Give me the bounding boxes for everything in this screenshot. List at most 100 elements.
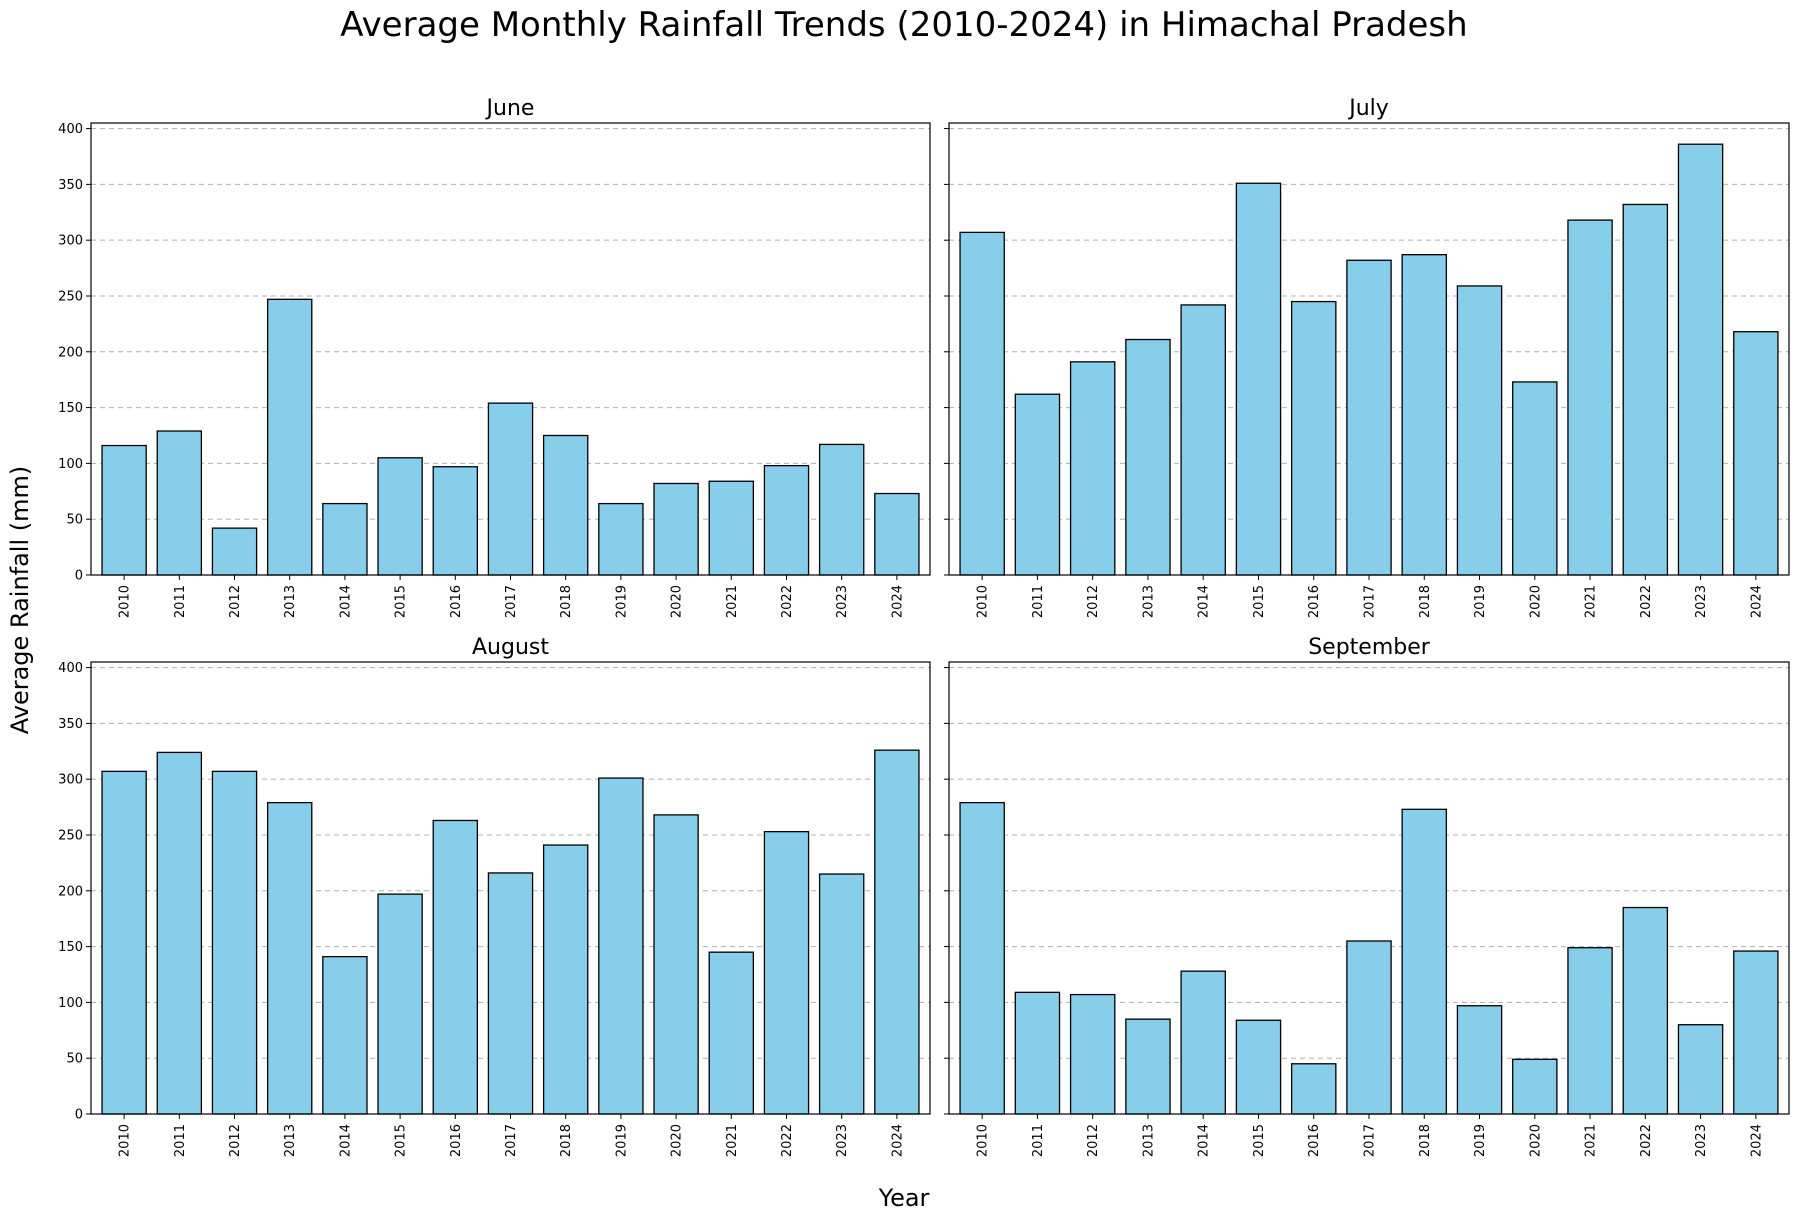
bar-june-2011 xyxy=(156,430,203,576)
x-tick-label-september-2021: 2021 xyxy=(1584,1124,1599,1157)
y-tick-label-august-350: 350 xyxy=(58,717,83,732)
bar-september-2012 xyxy=(1069,993,1116,1115)
y-tick-label-august-100: 100 xyxy=(58,996,83,1011)
x-tick-label-september-2019: 2019 xyxy=(1473,1124,1488,1157)
bar-august-2017 xyxy=(487,872,534,1115)
bar-august-2022 xyxy=(763,830,810,1115)
bar-june-2015 xyxy=(377,457,423,576)
x-tick-label-july-2023: 2023 xyxy=(1694,585,1709,618)
bar-august-2010 xyxy=(101,770,147,1115)
y-tick-label-august-200: 200 xyxy=(58,884,83,899)
y-tick-label-june-400: 400 xyxy=(58,122,83,137)
x-tick-label-june-2014: 2014 xyxy=(338,585,353,618)
x-tick-label-september-2010: 2010 xyxy=(976,1124,991,1157)
bar-august-2023 xyxy=(818,873,865,1115)
bar-september-2022 xyxy=(1622,906,1669,1115)
x-tick-label-july-2019: 2019 xyxy=(1473,585,1488,618)
y-tick-label-august-0: 0 xyxy=(75,1108,83,1123)
bar-september-2010 xyxy=(959,801,1005,1115)
bar-june-2021 xyxy=(708,480,755,576)
x-tick-label-august-2019: 2019 xyxy=(614,1124,629,1157)
x-tick-label-june-2013: 2013 xyxy=(283,585,298,618)
bar-september-2017 xyxy=(1346,940,1392,1115)
bar-august-2016 xyxy=(432,819,479,1115)
axes-frame-july xyxy=(948,122,1790,576)
x-tick-label-august-2023: 2023 xyxy=(835,1124,850,1157)
bar-september-2011 xyxy=(1014,991,1061,1115)
bar-july-2019 xyxy=(1456,285,1503,576)
x-tick-label-june-2019: 2019 xyxy=(614,585,629,618)
bar-june-2024 xyxy=(874,492,920,576)
bar-september-2021 xyxy=(1567,947,1613,1115)
bar-june-2019 xyxy=(598,502,644,576)
bar-july-2023 xyxy=(1677,143,1724,576)
x-tick-label-august-2016: 2016 xyxy=(449,1124,464,1157)
x-tick-label-september-2017: 2017 xyxy=(1362,1124,1377,1157)
bar-june-2020 xyxy=(653,482,699,576)
x-tick-label-august-2010: 2010 xyxy=(118,1124,133,1157)
x-tick-label-august-2020: 2020 xyxy=(670,1124,685,1157)
x-tick-label-september-2015: 2015 xyxy=(1252,1124,1267,1157)
x-tick-label-july-2021: 2021 xyxy=(1584,585,1599,618)
y-tick-label-august-400: 400 xyxy=(58,661,83,676)
bar-september-2014 xyxy=(1180,970,1226,1115)
axes-frame-august xyxy=(90,661,931,1115)
bar-august-2020 xyxy=(653,814,699,1115)
y-tick-label-june-150: 150 xyxy=(58,401,83,416)
y-tick-label-august-150: 150 xyxy=(58,940,83,955)
bar-july-2017 xyxy=(1346,259,1392,576)
x-tick-label-august-2012: 2012 xyxy=(228,1124,243,1157)
x-tick-label-june-2020: 2020 xyxy=(670,585,685,618)
x-tick-label-september-2018: 2018 xyxy=(1418,1124,1433,1157)
bar-june-2013 xyxy=(266,298,313,576)
bar-july-2014 xyxy=(1180,304,1226,576)
x-tick-label-july-2012: 2012 xyxy=(1086,585,1101,618)
x-tick-label-june-2018: 2018 xyxy=(559,585,574,618)
x-tick-label-june-2021: 2021 xyxy=(725,585,740,618)
y-tick-label-june-100: 100 xyxy=(58,457,83,472)
bar-september-2013 xyxy=(1125,1018,1171,1115)
x-tick-label-september-2012: 2012 xyxy=(1086,1124,1101,1157)
bar-september-2016 xyxy=(1290,1063,1337,1115)
x-tick-label-august-2013: 2013 xyxy=(283,1124,298,1157)
figure-title: Average Monthly Rainfall Trends (2010-20… xyxy=(340,5,1467,45)
x-tick-label-july-2010: 2010 xyxy=(976,585,991,618)
bar-july-2015 xyxy=(1235,182,1282,576)
x-tick-label-august-2017: 2017 xyxy=(504,1124,519,1157)
x-tick-label-june-2022: 2022 xyxy=(780,585,795,618)
x-tick-label-september-2023: 2023 xyxy=(1694,1124,1709,1157)
x-tick-label-june-2010: 2010 xyxy=(118,585,133,618)
y-tick-label-june-300: 300 xyxy=(58,234,83,249)
x-tick-label-july-2014: 2014 xyxy=(1197,585,1212,618)
bar-august-2019 xyxy=(598,777,644,1115)
subplot-grid: 0 50 100 150 200 250 300 350 400 2010 2011 2012 2013… xyxy=(58,96,1790,1157)
y-axis-label: Average Rainfall (mm) xyxy=(6,466,34,735)
panel-june: 0 50 100 150 200 250 300 350 400 2010 2011 2012 2013… xyxy=(58,96,931,618)
x-tick-label-june-2015: 2015 xyxy=(394,585,409,618)
x-tick-label-september-2022: 2022 xyxy=(1639,1124,1654,1157)
bar-august-2013 xyxy=(266,801,313,1115)
x-tick-label-august-2018: 2018 xyxy=(559,1124,574,1157)
bar-july-2010 xyxy=(959,231,1005,576)
x-tick-label-july-2022: 2022 xyxy=(1639,585,1654,618)
x-tick-label-september-2014: 2014 xyxy=(1197,1124,1212,1157)
x-tick-label-july-2024: 2024 xyxy=(1749,585,1764,618)
bar-august-2015 xyxy=(377,893,423,1115)
panel-title-june: June xyxy=(485,96,535,121)
bar-june-2018 xyxy=(542,434,589,576)
y-tick-label-june-200: 200 xyxy=(58,345,83,360)
x-tick-label-june-2011: 2011 xyxy=(173,585,188,618)
panel-august: 0 50 100 150 200 250 300 350 400 2010 2011 2012 2013… xyxy=(58,635,931,1157)
y-tick-label-june-0: 0 xyxy=(75,569,83,584)
x-tick-label-august-2015: 2015 xyxy=(394,1124,409,1157)
panel-title-july: July xyxy=(1347,96,1389,121)
x-tick-label-august-2021: 2021 xyxy=(725,1124,740,1157)
bar-june-2010 xyxy=(101,444,147,576)
x-tick-label-july-2016: 2016 xyxy=(1307,585,1322,618)
panel-title-september: September xyxy=(1308,635,1431,660)
bar-september-2023 xyxy=(1677,1024,1724,1115)
bar-june-2023 xyxy=(818,443,865,576)
bar-june-2017 xyxy=(487,402,534,576)
y-tick-label-june-50: 50 xyxy=(66,513,83,528)
